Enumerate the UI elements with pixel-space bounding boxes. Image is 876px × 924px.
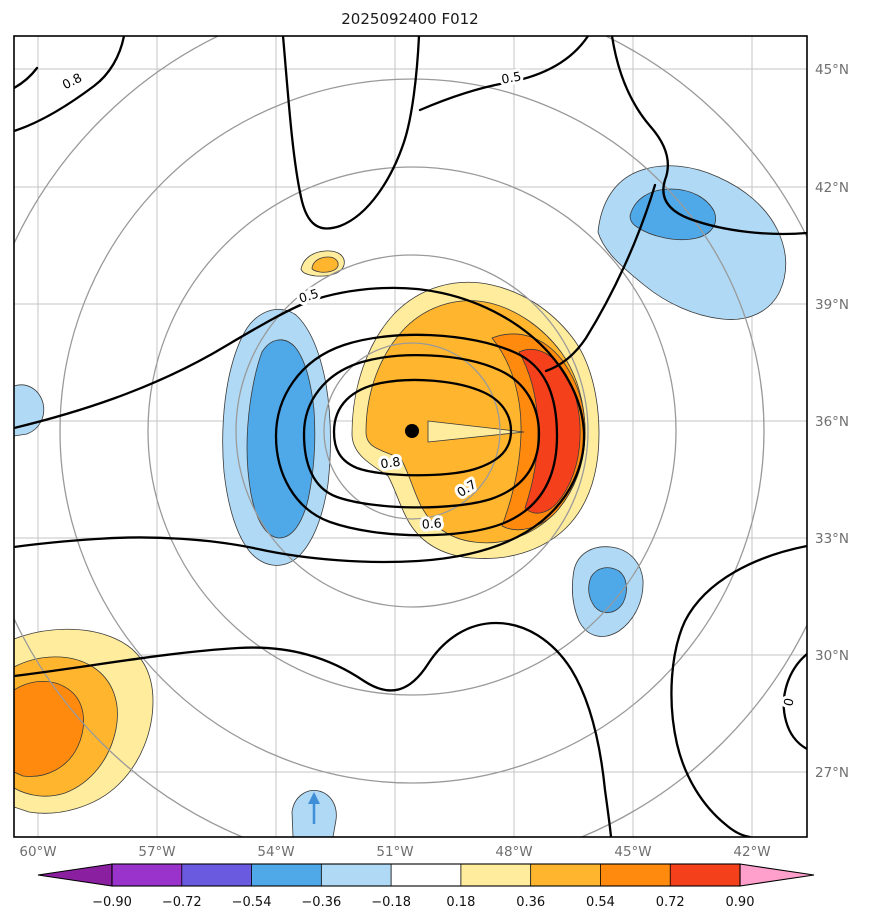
- filled-contour-region: [311, 256, 339, 273]
- contour-line: [782, 652, 807, 751]
- contour-line: [610, 36, 807, 236]
- plot-frame: [13, 35, 808, 838]
- colorbar-tick-label: −0.90: [92, 895, 132, 910]
- contour-line: [418, 36, 590, 112]
- colorbar-tick-label: 0.90: [726, 895, 755, 910]
- latitude-tick-label: 42°N: [815, 180, 849, 196]
- latitude-tick-label: 33°N: [815, 531, 849, 547]
- plot-title: 2025092400 F012: [341, 10, 478, 28]
- colorbar-tick-label: 0.18: [446, 895, 475, 910]
- longitude-tick-label: 60°W: [19, 844, 56, 860]
- map-overlays: 60°W 57°W 54°W 51°W 48°W 45°W 42°W 45°N 42°N 39°N…: [13, 35, 849, 860]
- contour-line: [281, 36, 421, 230]
- colorbar-outline: [111, 863, 741, 887]
- latitude-tick-label: 39°N: [815, 297, 849, 313]
- storm-center-marker: [405, 424, 419, 438]
- colorbar-segment: [530, 864, 601, 886]
- colorbar: −0.90 −0.72 −0.54 −0.36 −0.18 0.18 0.36 0.54 0.7…: [37, 863, 815, 910]
- latitude-tick-label: 27°N: [815, 765, 849, 781]
- filled-contour-region: [246, 339, 316, 539]
- map-layers: 0.8 0.50.50.80.70.60: [14, 36, 807, 837]
- quiver-arrow-head: [308, 792, 320, 804]
- latitude-tick-label: 45°N: [815, 62, 849, 78]
- contour-line: [14, 621, 613, 837]
- colorbar-tick-label: 0.54: [586, 895, 615, 910]
- longitude-tick-label: 57°W: [138, 844, 175, 860]
- contour-line: [544, 183, 657, 373]
- contour-line: [14, 286, 586, 564]
- colorbar-tick-label: −0.54: [232, 895, 272, 910]
- colorbar-segment: [460, 864, 531, 886]
- colorbar-tick-label: −0.18: [371, 895, 411, 910]
- latitude-tick-label: 36°N: [815, 414, 849, 430]
- longitude-tick-label: 45°W: [614, 844, 651, 860]
- colorbar-tick-label: −0.36: [301, 895, 341, 910]
- range-ring: [59, 78, 765, 784]
- colorbar-segment: [181, 864, 252, 886]
- contour-line: [302, 354, 541, 509]
- colorbar-segment: [321, 864, 392, 886]
- filled-contour-region: [588, 567, 627, 613]
- contour-label: 0.8: [379, 454, 401, 472]
- colorbar-tick-label: 0.36: [516, 895, 545, 910]
- longitude-tick-label: 54°W: [257, 844, 294, 860]
- colorbar-segment: [670, 864, 740, 886]
- filled-contour-region: [427, 420, 525, 443]
- colorbar-tick-label: 0.72: [656, 895, 685, 910]
- contour-line: [14, 36, 126, 133]
- contour-line: [332, 378, 513, 477]
- range-ring: [235, 254, 589, 608]
- colorbar-segment: [251, 864, 322, 886]
- contour-line: [274, 333, 559, 537]
- latitude-tick-label: 30°N: [815, 648, 849, 664]
- contour-line: [670, 544, 807, 837]
- longitude-tick-label: 51°W: [376, 844, 413, 860]
- colorbar-tick-label: −0.72: [162, 895, 202, 910]
- range-ring: [147, 166, 677, 696]
- range-ring: [323, 342, 501, 520]
- longitude-tick-label: 42°W: [733, 844, 770, 860]
- contour-line: [14, 66, 39, 90]
- contour-label: 0.6: [421, 515, 442, 531]
- colorbar-segment: [112, 864, 182, 886]
- colorbar-segment: [391, 864, 461, 886]
- longitude-tick-label: 48°W: [495, 844, 532, 860]
- colorbar-segment: [600, 864, 671, 886]
